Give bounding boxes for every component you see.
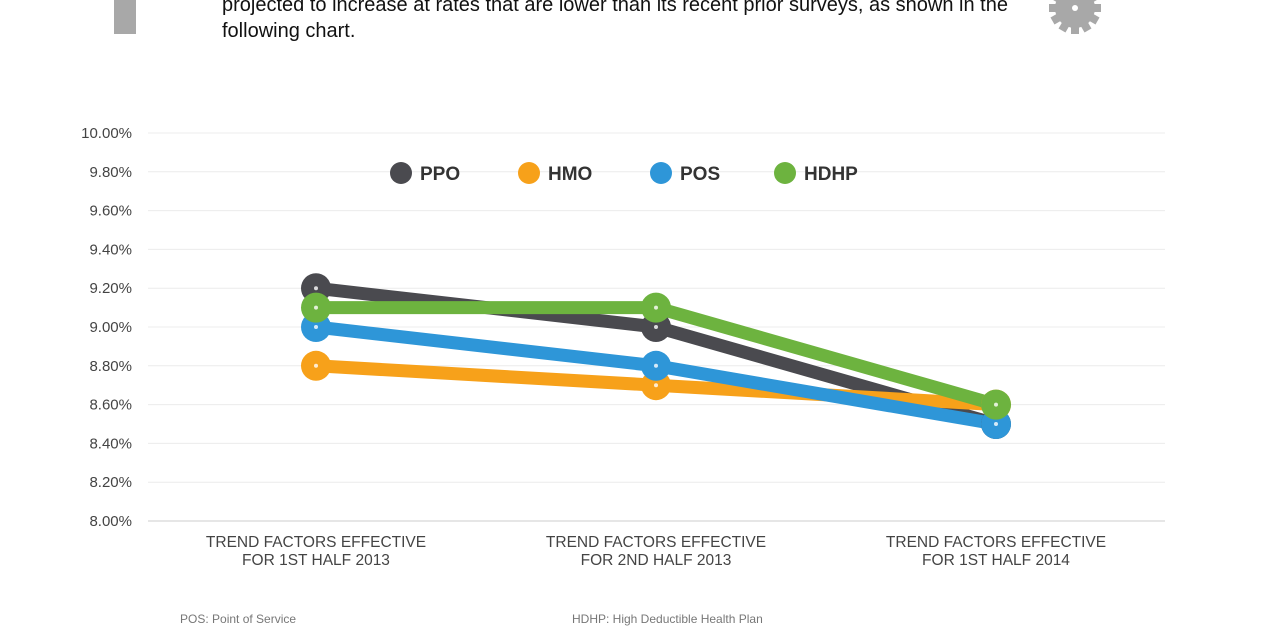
x-tick-label: TREND FACTORS EFFECTIVE — [546, 534, 766, 551]
y-tick-label: 8.60% — [89, 397, 132, 414]
footnote-pos: POS: Point of Service — [180, 612, 297, 626]
x-tick-label: TREND FACTORS EFFECTIVE — [886, 534, 1106, 551]
data-point-center — [654, 363, 658, 368]
y-tick-label: 8.40% — [89, 435, 132, 452]
y-tick-label: 9.80% — [89, 164, 132, 181]
x-tick-label: FOR 1ST HALF 2013 — [242, 552, 390, 569]
x-tick-label: FOR 1ST HALF 2014 — [922, 552, 1070, 569]
data-point-center — [994, 402, 998, 407]
legend-label: PPO — [420, 164, 460, 185]
legend-label: POS — [680, 164, 720, 185]
x-tick-label: TREND FACTORS EFFECTIVE — [206, 534, 426, 551]
x-tick-label: FOR 2ND HALF 2013 — [581, 552, 732, 569]
y-tick-label: 9.20% — [89, 280, 132, 297]
data-point-center — [654, 305, 658, 310]
data-point-center — [654, 383, 658, 388]
data-point-center — [994, 422, 998, 426]
y-tick-label: 10.00% — [81, 125, 132, 142]
y-tick-label: 8.80% — [89, 358, 132, 375]
legend-marker-hdhp — [774, 162, 796, 184]
footnote-hdhp: HDHP: High Deductible Health Plan — [572, 612, 763, 626]
y-tick-label: 8.00% — [89, 513, 132, 530]
legend-marker-ppo — [390, 162, 412, 184]
legend-label: HMO — [548, 164, 592, 185]
legend-marker-hmo — [518, 162, 540, 184]
plus-icon — [92, 0, 160, 39]
data-point-center — [314, 286, 318, 291]
data-point-center — [314, 325, 318, 329]
data-point-center — [654, 325, 658, 329]
y-tick-label: 9.00% — [89, 319, 132, 336]
intro-text: projected to increase at rates that are … — [222, 0, 1008, 42]
legend-label: HDHP — [804, 164, 858, 185]
y-tick-label: 9.60% — [89, 203, 132, 220]
y-tick-label: 9.40% — [89, 241, 132, 258]
legend-marker-pos — [650, 162, 672, 184]
y-tick-label: 8.20% — [89, 474, 132, 491]
gear-icon — [1048, 0, 1108, 45]
data-point-center — [314, 363, 318, 368]
data-point-center — [314, 305, 318, 310]
